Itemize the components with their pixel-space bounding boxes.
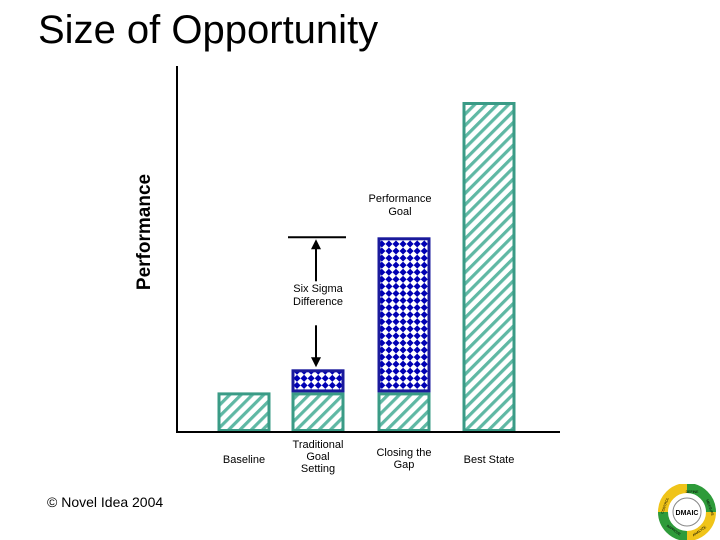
- six-sigma-difference-arrow: [288, 236, 346, 368]
- category-label-baseline: Baseline: [222, 454, 266, 466]
- page-title: Size of Opportunity: [38, 8, 379, 52]
- six-sigma-difference-annotation: Six Sigma Difference: [293, 283, 343, 308]
- dmaic-center-text: DMAIC: [676, 510, 699, 517]
- logo-word-control: CONTROL: [660, 497, 670, 514]
- bar-baseline-diagonal-hatch: [217, 392, 271, 432]
- bar-closing-the-gap-diagonal-hatch: [377, 392, 431, 432]
- bar-traditional-goal-setting-diamond-check: [291, 369, 345, 393]
- dmaic-cycle-logo: DMAIC DEFINE MEASURE ANALYZE IMPROVE CON…: [658, 484, 716, 540]
- bars-layer: [217, 102, 516, 432]
- category-label-closing-the-gap: Closing the Gap: [376, 447, 432, 471]
- logo-word-define: DEFINE: [686, 490, 700, 494]
- category-label-traditional-goal-setting: Traditional Goal Setting: [292, 439, 344, 475]
- category-label-best-state: Best State: [463, 454, 515, 466]
- arrow-head-up: [311, 239, 321, 250]
- y-axis-label: Performance: [134, 173, 155, 291]
- bar-closing-the-gap-diamond-check: [377, 237, 431, 393]
- performance-goal-annotation: Performance Goal: [368, 193, 432, 218]
- bar-best-state-diagonal-hatch: [462, 102, 516, 432]
- arrow-head-down: [311, 357, 321, 368]
- bar-traditional-goal-setting-diagonal-hatch: [291, 392, 345, 432]
- copyright-notice: © Novel Idea 2004: [47, 494, 164, 510]
- logo-word-measure: MEASURE: [705, 499, 715, 517]
